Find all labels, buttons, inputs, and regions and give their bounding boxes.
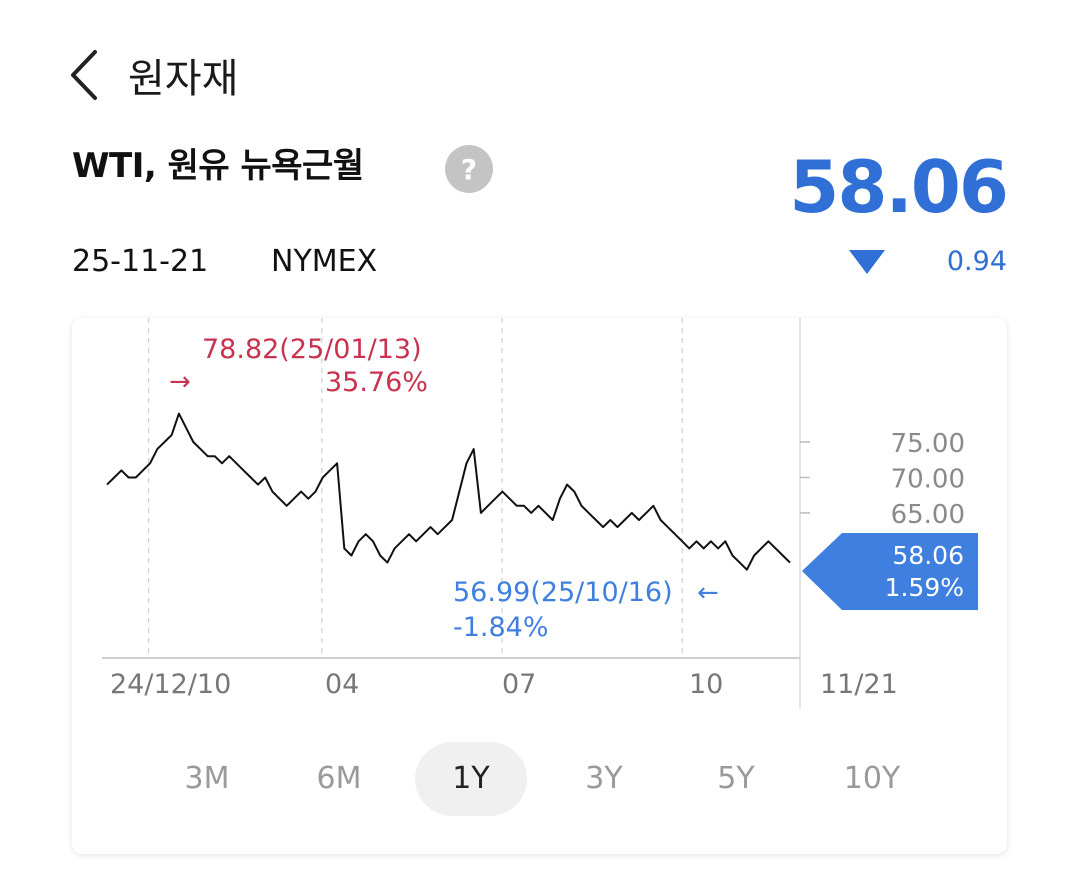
- high-annotation-value: 78.82(25/01/13): [202, 334, 422, 365]
- exchange-name: NYMEX: [271, 244, 378, 279]
- quote-date: 25-11-21: [72, 244, 209, 279]
- high-arrow-icon: →: [169, 367, 191, 397]
- x-tick-label: 10: [689, 669, 723, 700]
- y-tick-label: 70.00: [891, 464, 965, 494]
- range-tab-6m[interactable]: 6M: [316, 761, 362, 796]
- range-tab-1y[interactable]: 1Y: [415, 742, 527, 816]
- low-annotation-value: 56.99(25/10/16): [453, 577, 673, 608]
- instrument-name: WTI, 원유 뉴욕근월: [72, 146, 364, 186]
- y-tick-label: 65.00: [891, 500, 965, 530]
- chevron-left-icon: [71, 50, 97, 100]
- low-arrow-icon: ←: [697, 578, 719, 608]
- price-change: 0.94: [946, 246, 1007, 277]
- last-price-tag: [802, 533, 978, 610]
- y-tick-label: 75.00: [891, 429, 965, 459]
- page-title: 원자재: [128, 56, 239, 102]
- price-line: [106, 412, 791, 571]
- range-tab-3m[interactable]: 3M: [184, 761, 230, 796]
- app-header: 원자재: [64, 40, 238, 110]
- x-tick-label: 11/21: [820, 669, 898, 700]
- down-triangle-icon: [849, 250, 885, 274]
- last-price-tag-price: 58.06: [892, 541, 964, 570]
- x-tick-label: 07: [502, 669, 536, 700]
- current-price: 58.06: [789, 145, 1009, 229]
- help-icon[interactable]: ?: [445, 145, 493, 193]
- x-tick-label: 24/12/10: [110, 669, 231, 700]
- range-tab-5y[interactable]: 5Y: [717, 761, 755, 796]
- last-price-tag-pct: 1.59%: [885, 573, 964, 602]
- range-tab-10y[interactable]: 10Y: [843, 761, 901, 796]
- price-chart[interactable]: 75.00 70.00 65.00 24/12/10 04 07 10 11/21 78.82(…: [72, 318, 1007, 728]
- range-tab-3y[interactable]: 3Y: [585, 761, 623, 796]
- range-tabs: 3M 6M 1Y 3Y 5Y 10Y: [72, 742, 1007, 816]
- price-chart-card: 75.00 70.00 65.00 24/12/10 04 07 10 11/21 78.82(…: [72, 318, 1007, 854]
- high-annotation-pct: 35.76%: [325, 367, 428, 398]
- low-annotation-pct: -1.84%: [453, 612, 549, 643]
- back-button[interactable]: [64, 45, 104, 105]
- x-tick-label: 04: [325, 669, 359, 700]
